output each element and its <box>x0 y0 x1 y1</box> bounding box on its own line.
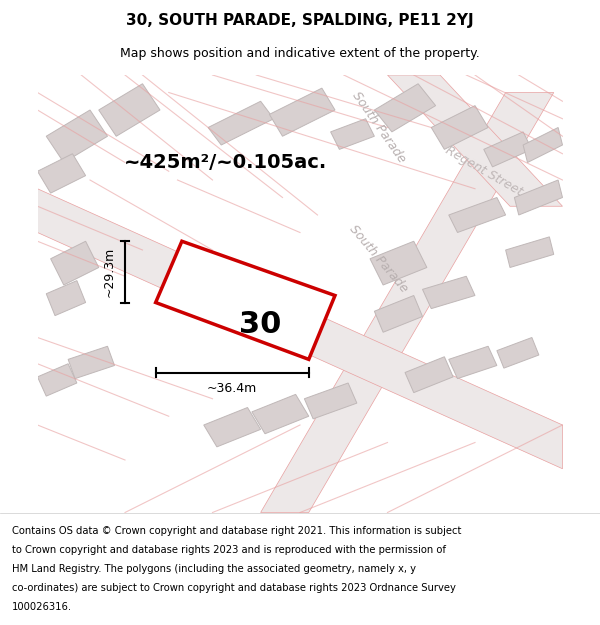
Text: Regent Street: Regent Street <box>443 144 524 199</box>
Text: 30, SOUTH PARADE, SPALDING, PE11 2YJ: 30, SOUTH PARADE, SPALDING, PE11 2YJ <box>126 14 474 29</box>
Text: ~36.4m: ~36.4m <box>207 382 257 395</box>
Polygon shape <box>431 106 488 149</box>
Polygon shape <box>514 180 563 215</box>
Polygon shape <box>99 84 160 136</box>
Polygon shape <box>370 241 427 285</box>
Text: co-ordinates) are subject to Crown copyright and database rights 2023 Ordnance S: co-ordinates) are subject to Crown copyr… <box>12 583 456 593</box>
Polygon shape <box>449 346 497 379</box>
Polygon shape <box>155 241 335 359</box>
Polygon shape <box>484 132 532 167</box>
Polygon shape <box>422 276 475 309</box>
Text: South Parade: South Parade <box>349 89 408 166</box>
Polygon shape <box>374 84 436 132</box>
Text: 100026316.: 100026316. <box>12 602 72 612</box>
Polygon shape <box>204 408 260 447</box>
Polygon shape <box>374 296 422 333</box>
Text: 30: 30 <box>239 310 282 339</box>
Text: Map shows position and indicative extent of the property.: Map shows position and indicative extent… <box>120 48 480 61</box>
Polygon shape <box>523 127 563 162</box>
Polygon shape <box>38 154 86 193</box>
Polygon shape <box>46 110 107 162</box>
Polygon shape <box>260 92 554 512</box>
Polygon shape <box>68 346 115 379</box>
Polygon shape <box>269 88 335 136</box>
Polygon shape <box>252 394 309 434</box>
Polygon shape <box>405 357 453 392</box>
Polygon shape <box>38 364 77 396</box>
Polygon shape <box>506 237 554 268</box>
Polygon shape <box>388 75 563 206</box>
Text: Contains OS data © Crown copyright and database right 2021. This information is : Contains OS data © Crown copyright and d… <box>12 526 461 536</box>
Text: ~29.3m: ~29.3m <box>103 247 116 297</box>
Polygon shape <box>38 189 563 469</box>
Polygon shape <box>304 383 357 419</box>
Polygon shape <box>208 101 274 145</box>
Polygon shape <box>331 119 374 149</box>
Polygon shape <box>497 338 539 368</box>
Polygon shape <box>50 241 99 285</box>
Text: to Crown copyright and database rights 2023 and is reproduced with the permissio: to Crown copyright and database rights 2… <box>12 545 446 555</box>
Text: HM Land Registry. The polygons (including the associated geometry, namely x, y: HM Land Registry. The polygons (includin… <box>12 564 416 574</box>
Polygon shape <box>46 281 86 316</box>
Text: South Parade: South Parade <box>347 222 410 295</box>
Text: ~425m²/~0.105ac.: ~425m²/~0.105ac. <box>124 153 327 172</box>
Polygon shape <box>449 198 506 232</box>
